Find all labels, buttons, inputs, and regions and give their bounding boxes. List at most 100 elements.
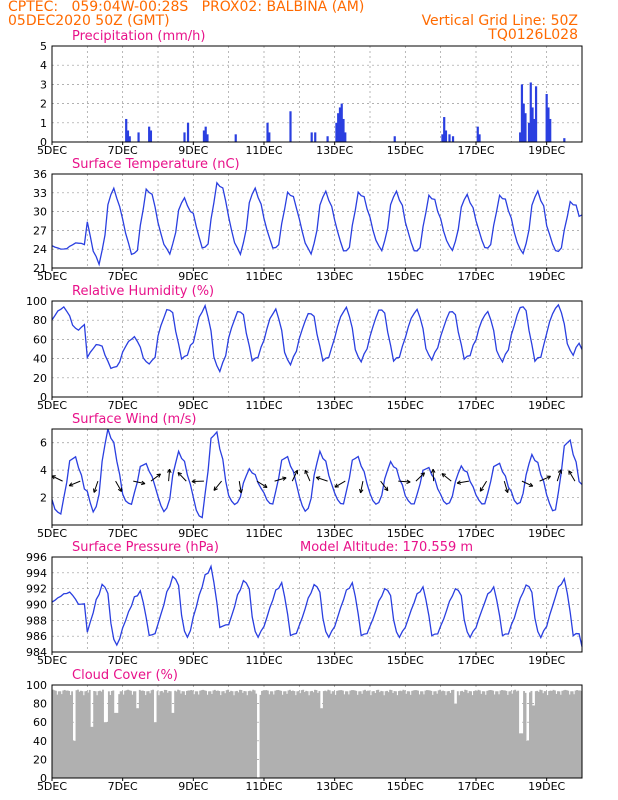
cloud-column	[551, 690, 553, 778]
cloud-column	[471, 695, 474, 778]
x-tick-label: 11DEC	[245, 399, 282, 412]
cloud-column	[458, 695, 461, 778]
x-tick-label: 17DEC	[457, 654, 494, 667]
wind-vector	[115, 480, 122, 492]
cloud-column	[52, 689, 54, 778]
wind-vector	[360, 481, 364, 493]
wind-vector	[441, 473, 452, 482]
y-tick-label: 20	[33, 753, 47, 766]
cloud-column	[330, 693, 333, 778]
cloud-column	[91, 726, 94, 778]
wind-vector	[51, 475, 63, 482]
y-tick-label: 2	[40, 492, 47, 505]
cloud-column	[537, 691, 540, 778]
cloud-column	[539, 689, 542, 778]
cloud-column	[213, 689, 216, 778]
cloud-column	[191, 690, 194, 778]
y-tick-label: 60	[33, 333, 47, 346]
cloud-column	[81, 691, 84, 778]
cloud-column	[69, 695, 72, 778]
temperature-line	[51, 181, 583, 267]
precip-bar	[549, 118, 552, 142]
x-tick-label: 9DEC	[178, 399, 208, 412]
cloud-column	[358, 691, 361, 778]
cloud-column	[484, 694, 487, 778]
x-tick-label: 7DEC	[108, 144, 138, 157]
cloud-column	[131, 694, 134, 778]
cloud-column	[183, 691, 185, 778]
cloud-column	[327, 689, 330, 778]
cloud-column	[234, 691, 237, 778]
cloud-cover-panel: 0 20 40 60 80 100 5DEC 7DEC 9DEC 11DEC 13DEC 15DEC 1…	[26, 668, 583, 793]
cloud-column	[319, 708, 322, 778]
cloud-column	[224, 693, 227, 778]
cloud-column	[294, 695, 297, 778]
precip-bar	[520, 84, 524, 142]
x-tick-label: 13DEC	[316, 780, 353, 793]
cloud-column	[526, 740, 528, 778]
cloud-column	[152, 689, 154, 778]
cloud-column	[414, 690, 417, 778]
cloud-column	[122, 694, 125, 778]
x-tick-label: 13DEC	[316, 144, 353, 157]
precip-bar	[206, 134, 209, 142]
cloud-column	[261, 690, 263, 778]
cloud-column	[529, 692, 531, 778]
y-tick-label: 0	[40, 136, 47, 149]
wind-vector	[316, 476, 328, 482]
x-tick-label: 7DEC	[108, 654, 138, 667]
precip-bar	[186, 122, 190, 142]
precip-bar	[326, 136, 329, 142]
y-tick-label: 27	[33, 224, 47, 237]
cloud-column	[103, 722, 106, 778]
precip-bar	[314, 132, 317, 142]
cloud-column	[505, 690, 508, 778]
cloud-column	[334, 694, 337, 778]
x-tick-label: 15DEC	[387, 144, 424, 157]
wind-arrowhead	[546, 475, 551, 480]
x-tick-label: 13DEC	[316, 399, 353, 412]
cloud-column	[107, 691, 110, 778]
x-tick-label: 11DEC	[245, 654, 282, 667]
cloud-column	[193, 694, 196, 778]
cloud-column	[115, 712, 118, 778]
wind-arrowhead	[420, 472, 426, 477]
wind-arrowhead	[92, 488, 98, 493]
cloud-column	[377, 689, 380, 778]
cloud-column	[146, 691, 149, 778]
x-tick-label: 7DEC	[108, 527, 138, 540]
cloud-column	[211, 693, 213, 778]
cloud-column	[280, 690, 283, 778]
precip-bar	[202, 130, 206, 142]
cloud-column	[268, 694, 271, 778]
cloud-column	[465, 690, 468, 778]
cloud-column	[56, 694, 59, 778]
cloud-column	[548, 691, 551, 778]
precip-bar	[335, 122, 338, 142]
cloud-column	[140, 690, 143, 778]
cloud-column	[452, 689, 455, 778]
cloud-column	[63, 689, 66, 778]
cloud-column	[561, 690, 564, 778]
cloud-column	[309, 691, 312, 778]
wind-arrowhead	[177, 471, 182, 477]
x-tick-label: 11DEC	[245, 780, 282, 793]
cloud-column	[121, 691, 124, 778]
cloud-column	[212, 690, 215, 778]
cloud-column	[461, 690, 464, 778]
cloud-column	[241, 692, 244, 778]
wind-vector	[93, 480, 99, 493]
cloud-column	[255, 693, 258, 778]
precip-bar	[344, 132, 347, 142]
cloud-column	[286, 693, 288, 778]
cloud-column	[527, 740, 530, 778]
cloud-column	[340, 690, 343, 778]
x-tick-label: 19DEC	[528, 144, 565, 157]
cloud-column	[75, 690, 78, 778]
cloud-column	[502, 690, 505, 778]
y-tick-label: 20	[33, 372, 47, 385]
cloud-column	[62, 690, 65, 778]
precip-bar	[125, 118, 128, 142]
cloud-column	[153, 722, 156, 778]
y-tick-label: 40	[33, 735, 47, 748]
